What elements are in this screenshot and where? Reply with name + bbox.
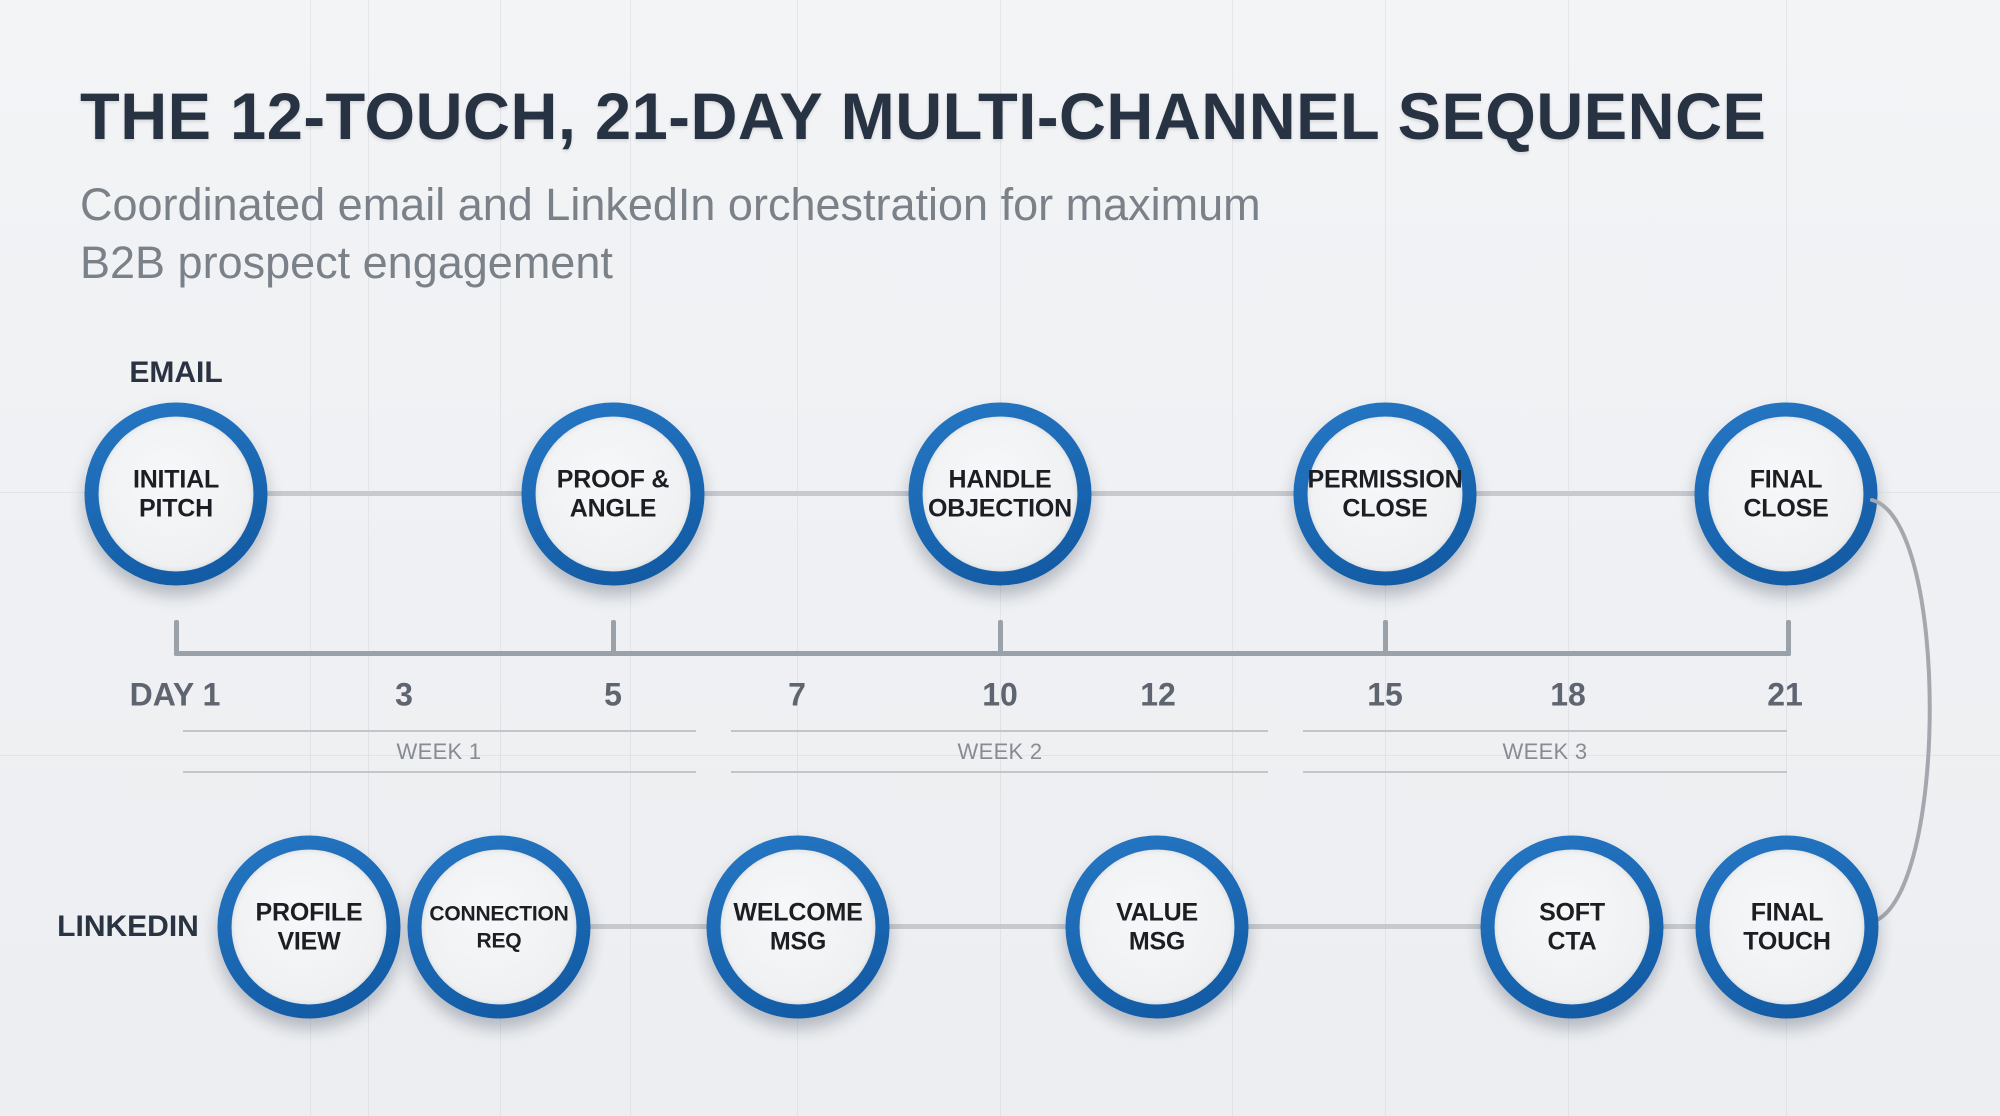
touch-label: PROFILE VIEW [255, 898, 363, 955]
day-label: 21 [1767, 676, 1803, 713]
day-label: 7 [788, 676, 806, 713]
week-1-top-line [183, 730, 696, 732]
week-2-label: WEEK 2 [957, 739, 1043, 764]
touch-label: SOFT CTA [1539, 898, 1605, 955]
background-gridline [797, 0, 798, 1116]
touch-label: FINAL CLOSE [1743, 465, 1829, 522]
day-label: 10 [982, 676, 1018, 713]
linkedin-touch-value-msg[interactable]: VALUE MSG [1065, 835, 1249, 1019]
day-label: 15 [1367, 676, 1403, 713]
day-label: 12 [1140, 676, 1176, 713]
week-1-bottom-line [183, 771, 696, 773]
week-2-top-line [731, 730, 1268, 732]
email-touch-handle-objection[interactable]: HANDLE OBJECTION [908, 402, 1092, 586]
timeline-tick [1383, 620, 1388, 656]
subtitle-line-1: Coordinated email and LinkedIn orchestra… [80, 179, 1261, 230]
timeline-tick [174, 620, 179, 656]
touch-label: CONNECTION REQ [429, 902, 569, 952]
touch-label: PROOF & ANGLE [556, 465, 670, 522]
email-touch-final-close[interactable]: FINAL CLOSE [1694, 402, 1878, 586]
page-subtitle: Coordinated email and LinkedIn orchestra… [80, 176, 1480, 292]
week-3-top-line [1303, 730, 1787, 732]
subtitle-line-2: B2B prospect engagement [80, 237, 613, 288]
linkedin-channel-label: LINKEDIN [57, 910, 199, 943]
week-1-label: WEEK 1 [396, 739, 482, 764]
touch-label: FINAL TOUCH [1743, 898, 1831, 955]
linkedin-touch-welcome-msg[interactable]: WELCOME MSG [706, 835, 890, 1019]
week-2-bottom-line [731, 771, 1268, 773]
timeline-axis [174, 651, 1791, 656]
background-gridline [368, 0, 369, 1116]
linkedin-touch-profile-view[interactable]: PROFILE VIEW [217, 835, 401, 1019]
day-label: 5 [604, 676, 622, 713]
touch-label: HANDLE OBJECTION [927, 465, 1073, 522]
email-touch-proof-angle[interactable]: PROOF & ANGLE [521, 402, 705, 586]
touch-label: INITIAL PITCH [132, 465, 220, 522]
day-label: DAY 1 [129, 676, 221, 713]
background-gridline [500, 0, 501, 1116]
linkedin-touch-connection-req[interactable]: CONNECTION REQ [407, 835, 591, 1019]
linkedin-touch-final-touch[interactable]: FINAL TOUCH [1695, 835, 1879, 1019]
background-gridline [0, 755, 2000, 756]
email-touch-permission-close[interactable]: PERMISSION CLOSE [1293, 402, 1477, 586]
timeline-tick [1786, 620, 1791, 656]
email-touch-initial-pitch[interactable]: INITIAL PITCH [84, 402, 268, 586]
background-gridline [1232, 0, 1233, 1116]
linkedin-touch-soft-cta[interactable]: SOFT CTA [1480, 835, 1664, 1019]
day-label: 3 [395, 676, 413, 713]
week-3-bottom-line [1303, 771, 1787, 773]
timeline-tick [998, 620, 1003, 656]
background-gridline [310, 0, 311, 1116]
touch-label: PERMISSION CLOSE [1307, 465, 1463, 522]
email-channel-label: EMAIL [129, 356, 223, 389]
touch-label: WELCOME MSG [733, 898, 863, 955]
background-gridline [1568, 0, 1569, 1116]
page-title: THE 12-TOUCH, 21-DAY MULTI-CHANNEL SEQUE… [80, 79, 1767, 153]
day-label: 18 [1550, 676, 1586, 713]
week-3-label: WEEK 3 [1502, 739, 1588, 764]
touch-label: VALUE MSG [1116, 898, 1198, 955]
timeline-tick [611, 620, 616, 656]
